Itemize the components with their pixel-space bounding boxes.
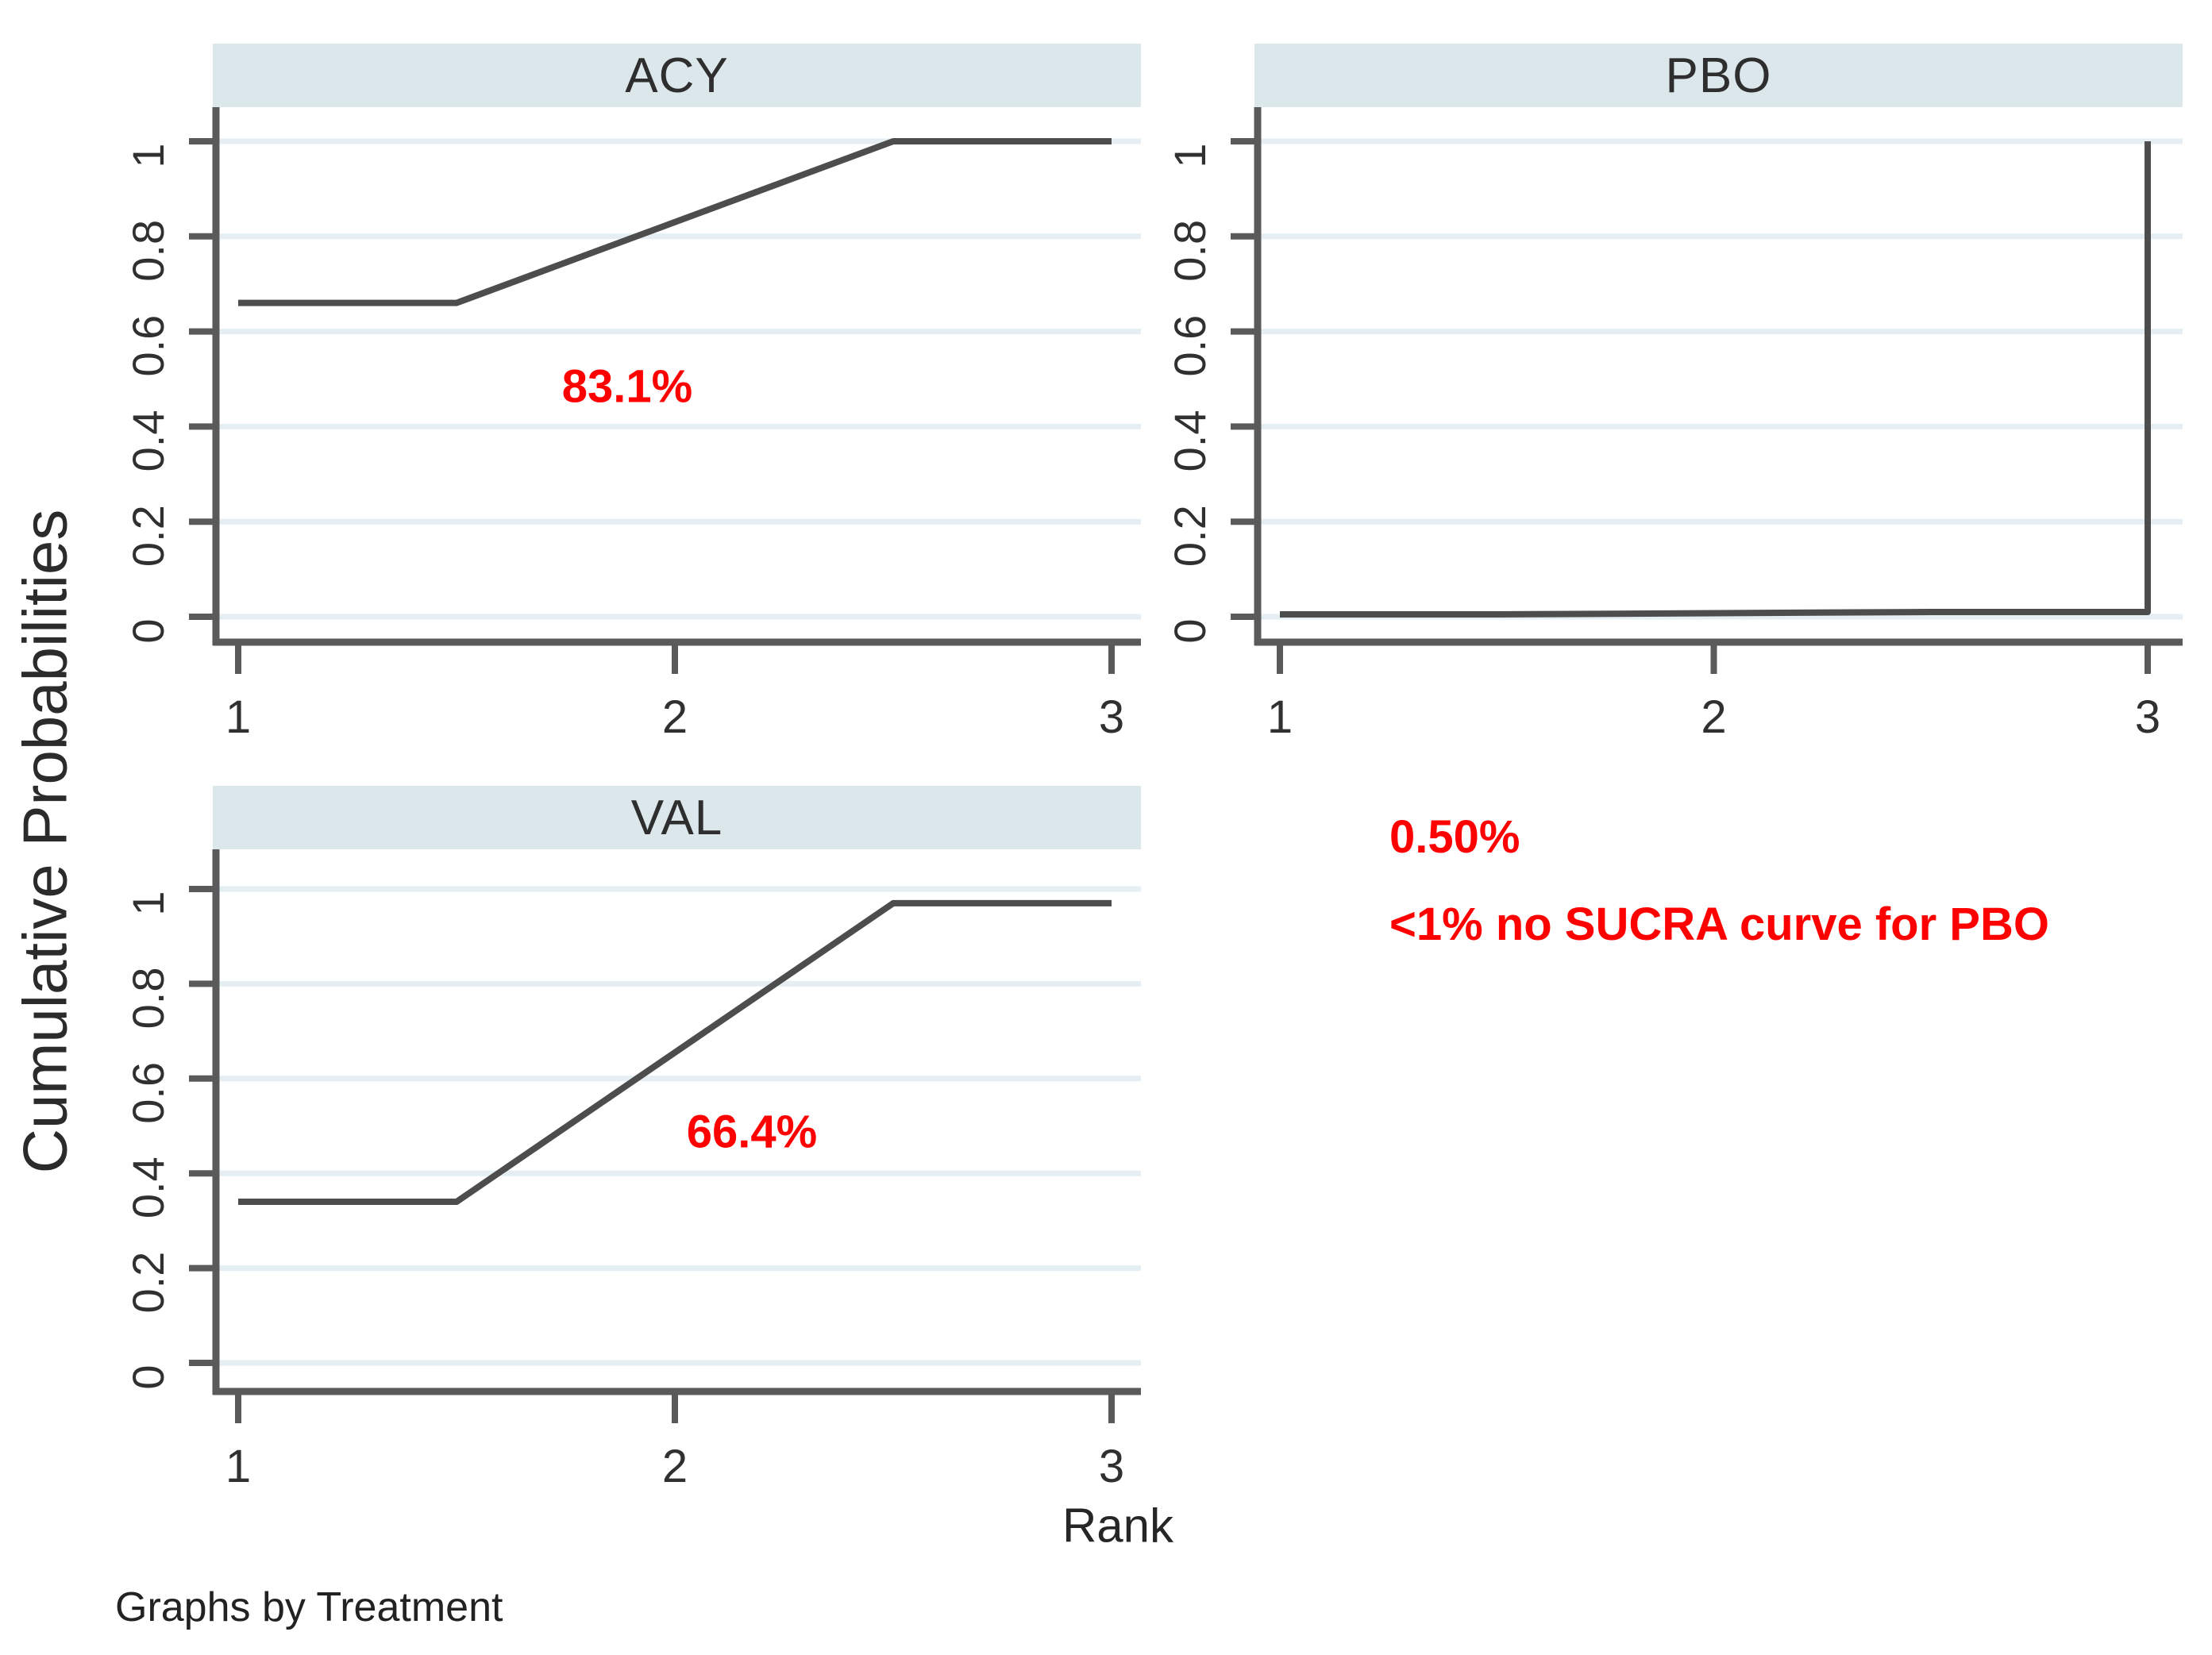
y-tick-label: 0	[1165, 618, 1215, 643]
y-tick-label: 0.4	[1165, 410, 1215, 471]
x-tick-label: 1	[225, 1441, 251, 1492]
x-tick-label: 1	[1267, 691, 1293, 743]
y-axis-title: Cumulative Probabilities	[10, 509, 80, 1174]
y-tick-label: 0.6	[123, 315, 173, 377]
panel-acy-plot: 0 0.2 0.4 0.6 0.8 1 1 2 3	[123, 107, 1141, 743]
y-tick-label: 0.8	[1165, 220, 1215, 282]
panel-pbo-header: PBO	[1254, 44, 2183, 107]
pbo-no-curve-note: <1% no SUCRA curve for PBO	[1389, 899, 2049, 950]
x-tick-label: 3	[1099, 1441, 1124, 1492]
x-tick-label: 3	[2135, 691, 2160, 743]
panel-acy-title: ACY	[625, 48, 729, 103]
panel-acy-header: ACY	[213, 44, 1141, 107]
y-tick-label: 0.8	[123, 220, 173, 282]
panel-pbo-plot: 0 0.2 0.4 0.6 0.8 1 1 2 3	[1165, 107, 2183, 743]
y-tick-label: 0.2	[123, 1252, 173, 1314]
y-tick-label: 0.4	[123, 410, 173, 471]
panel-pbo-title: PBO	[1665, 48, 1772, 103]
y-tick-label: 0	[123, 1364, 173, 1389]
x-tick-label: 2	[662, 1441, 688, 1492]
sucra-note-pbo: 0.50% <1% no SUCRA curve for PBO	[1389, 794, 2049, 968]
sucra-curve-acy	[238, 138, 1112, 306]
y-tick-label: 1	[1165, 143, 1215, 167]
sucra-curve-val	[238, 899, 1112, 1206]
sucra-value-acy: 83.1%	[561, 360, 693, 413]
y-tick-label: 1	[123, 143, 173, 167]
y-tick-label: 0.6	[123, 1062, 173, 1124]
footer-note: Graphs by Treatment	[115, 1584, 503, 1630]
y-tick-label: 0.4	[123, 1157, 173, 1218]
x-tick-label: 3	[1099, 691, 1124, 743]
panel-val-title: VAL	[630, 790, 723, 845]
panel-val-plot: 0 0.2 0.4 0.6 0.8 1 1 2 3	[123, 849, 1141, 1492]
x-axis-title: Rank	[1062, 1499, 1174, 1553]
y-tick-label: 0.8	[123, 967, 173, 1029]
sucra-curve-pbo	[1280, 141, 2151, 618]
y-tick-label: 1	[123, 891, 173, 915]
x-tick-label: 2	[662, 691, 688, 743]
y-tick-label: 0.2	[123, 505, 173, 567]
x-tick-label: 2	[1701, 691, 1726, 743]
y-tick-label: 0.2	[1165, 505, 1215, 567]
sucra-value-pbo: 0.50%	[1389, 811, 1520, 863]
x-tick-label: 1	[225, 691, 251, 743]
panel-val-header: VAL	[213, 786, 1141, 849]
sucra-value-val: 66.4%	[686, 1106, 818, 1158]
y-tick-label: 0.6	[1165, 315, 1215, 377]
y-tick-label: 0	[123, 618, 173, 643]
